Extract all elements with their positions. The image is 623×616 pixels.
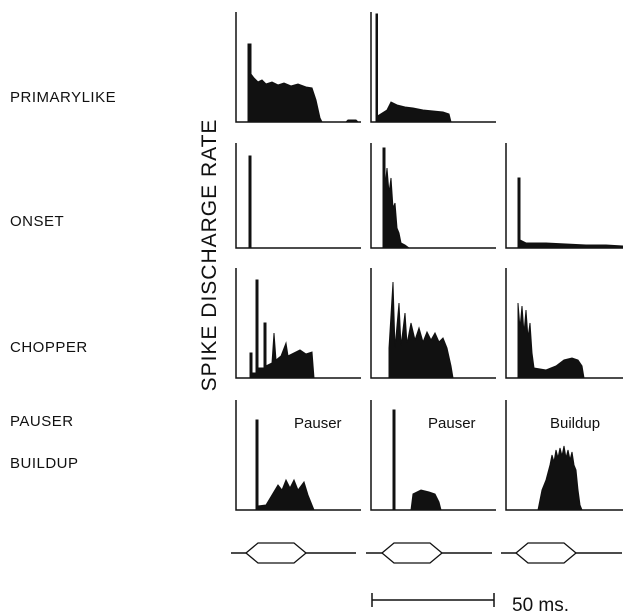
histogram	[517, 177, 623, 249]
histogram	[537, 445, 583, 511]
axis	[505, 400, 623, 511]
row-label: ONSET	[10, 213, 64, 230]
panel	[370, 268, 496, 379]
histogram	[388, 281, 454, 379]
axis	[370, 143, 496, 249]
panel: Pauser	[235, 400, 361, 511]
histogram	[392, 409, 396, 511]
stimulus	[231, 542, 622, 564]
axis	[370, 268, 496, 379]
stimulus-envelope	[380, 542, 444, 564]
histogram	[344, 119, 360, 123]
histogram	[410, 489, 442, 511]
histogram	[517, 302, 585, 379]
axis	[370, 400, 496, 511]
panel	[505, 268, 623, 379]
histogram	[247, 43, 323, 123]
panel	[370, 12, 496, 123]
panel	[235, 268, 361, 379]
panel-label: Pauser	[294, 415, 342, 432]
histogram	[382, 147, 411, 249]
stimulus-envelope	[514, 542, 578, 564]
panel: Pauser	[370, 400, 496, 511]
axis	[235, 268, 361, 379]
panel	[505, 143, 623, 249]
scale-bar	[371, 593, 495, 607]
histogram	[249, 279, 315, 379]
panel	[235, 12, 361, 123]
axis	[505, 268, 623, 379]
panel	[235, 143, 361, 249]
scale-bar-label: 50 ms.	[512, 595, 569, 616]
panel-label: Pauser	[428, 415, 476, 432]
row-label: PAUSER	[10, 413, 74, 430]
histogram	[248, 155, 252, 249]
axis	[505, 143, 623, 249]
panel	[370, 143, 496, 249]
row-label: PRIMARYLIKE	[10, 89, 116, 106]
stimulus-envelope	[244, 542, 308, 564]
y-axis-label: SPIKE DISCHARGE RATE	[198, 119, 221, 392]
row-label: CHOPPER	[10, 339, 88, 356]
row-label: BUILDUP	[10, 455, 79, 472]
panel: Buildup	[505, 400, 623, 511]
axis	[235, 400, 361, 511]
panel-label: Buildup	[550, 415, 600, 432]
histogram	[375, 13, 452, 123]
histogram	[255, 419, 315, 511]
axis	[370, 12, 496, 123]
axis	[235, 143, 361, 249]
